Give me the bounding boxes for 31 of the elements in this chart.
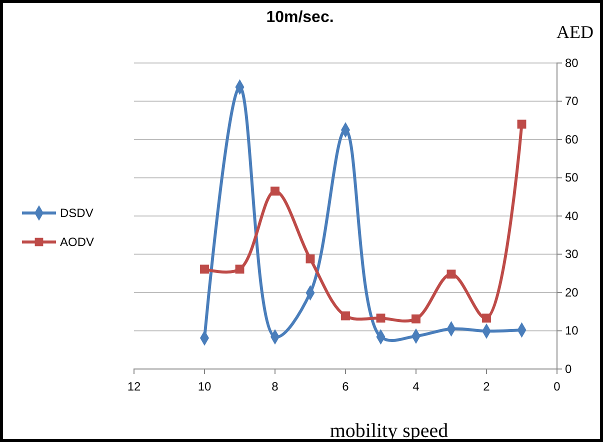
y-tick-label: 20 bbox=[565, 285, 579, 300]
x-tick-label: 12 bbox=[127, 380, 141, 394]
legend-label: DSDV bbox=[60, 206, 94, 220]
y-tick-label: 80 bbox=[565, 56, 579, 70]
x-axis-title: mobility speed bbox=[330, 420, 448, 442]
y-tick-label: 40 bbox=[565, 208, 579, 223]
point bbox=[376, 314, 386, 323]
y-axis-title: AED bbox=[556, 22, 594, 42]
y-tick-label: 10 bbox=[565, 324, 579, 338]
x-tick-label: 8 bbox=[272, 380, 279, 394]
point bbox=[412, 314, 420, 324]
x-tick-label: 4 bbox=[412, 380, 420, 394]
x-tick-label: 10 bbox=[198, 380, 212, 394]
x-tick-label: 0 bbox=[554, 380, 561, 394]
point bbox=[306, 254, 315, 264]
point bbox=[235, 264, 244, 274]
y-tick-label: 50 bbox=[565, 170, 579, 185]
y-tick-label: 60 bbox=[565, 132, 579, 146]
point bbox=[341, 311, 350, 320]
legend-label: AODV bbox=[60, 235, 94, 249]
point bbox=[446, 270, 456, 279]
x-tick-label: 6 bbox=[342, 380, 350, 394]
y-tick-label: 0 bbox=[565, 362, 572, 376]
point bbox=[517, 120, 526, 129]
y-tick-label: 70 bbox=[565, 94, 579, 108]
chart-title: 10m/sec. bbox=[266, 9, 334, 26]
y-tick-label: 30 bbox=[565, 247, 579, 262]
point bbox=[270, 186, 280, 196]
x-tick-label: 2 bbox=[483, 380, 490, 394]
point bbox=[482, 314, 491, 323]
point bbox=[200, 264, 209, 274]
